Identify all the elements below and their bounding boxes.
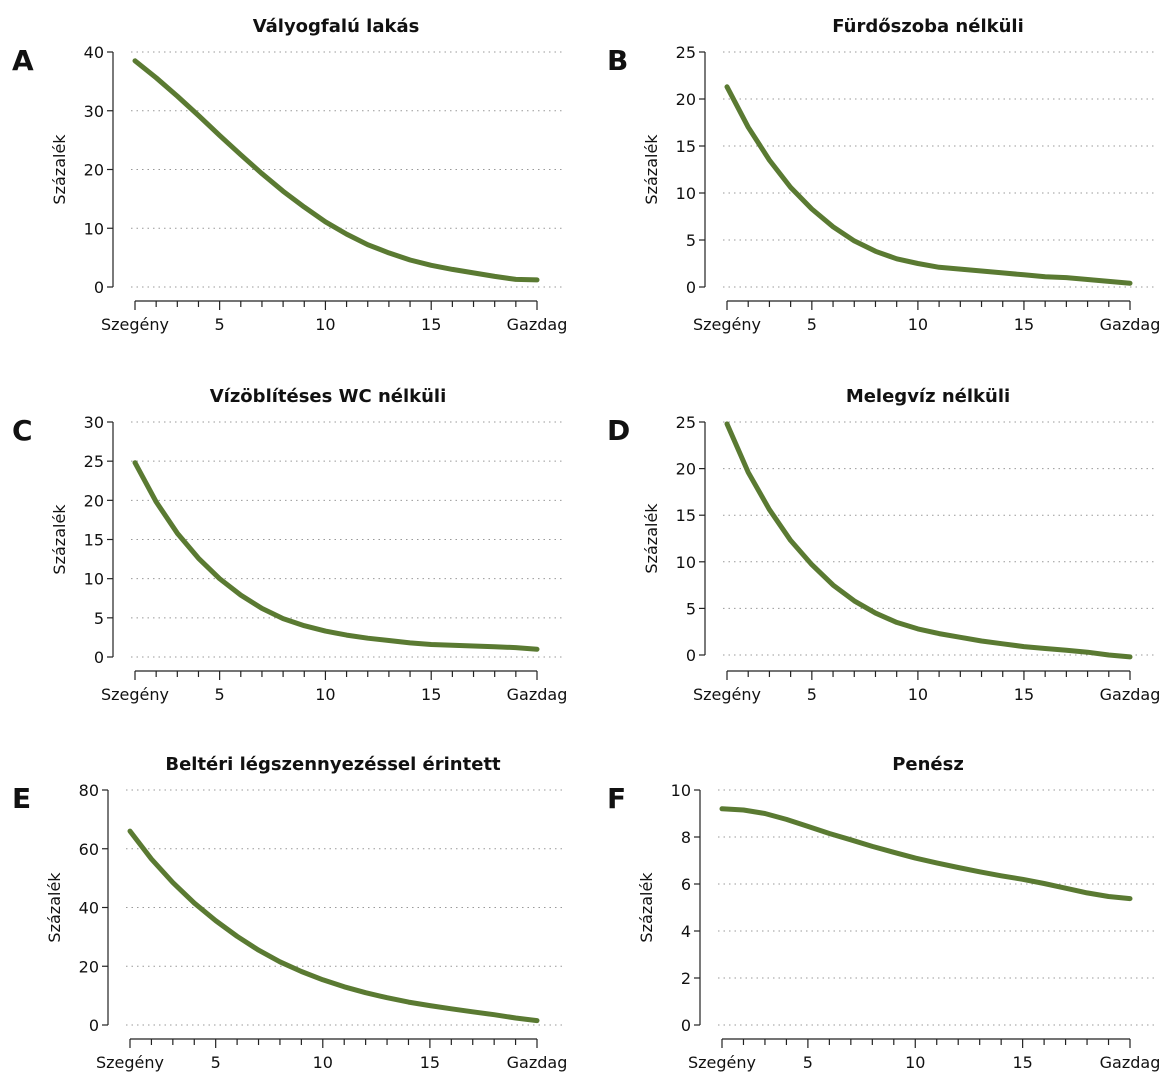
chart-panel-e: E Beltéri légszennyezéssel érintett Százal… <box>12 754 567 1072</box>
x-tick-label: Szegény <box>693 315 761 334</box>
y-tick-label: 20 <box>84 161 104 180</box>
x-tick-label: Gazdag <box>1100 685 1161 704</box>
series-line <box>724 421 1133 660</box>
chart-title: Vízöblítéses WC nélküli <box>210 386 447 407</box>
x-tick-label: 10 <box>315 685 335 704</box>
y-tick-label: 60 <box>79 840 99 859</box>
y-tick-label: 10 <box>84 219 104 238</box>
panel-letter: A <box>12 44 34 77</box>
chart-title: Melegvíz nélküli <box>846 386 1010 407</box>
y-tick-label: 0 <box>681 1016 691 1035</box>
y-tick-label: 0 <box>686 646 696 665</box>
y-tick-label: 5 <box>686 231 696 250</box>
x-tick-label: Gazdag <box>1100 1053 1161 1072</box>
x-tick-label: 10 <box>313 1053 333 1072</box>
chart-panel-c: C Vízöblítéses WC nélküli Százalék 0 5 10 15 20… <box>12 386 567 704</box>
panel-letter: F <box>607 782 626 815</box>
chart-panel-d: D Melegvíz nélküli Százalék 0 5 10 15 20 25 Szegé… <box>607 386 1160 704</box>
x-tick-label: 10 <box>908 685 928 704</box>
series-line <box>724 84 1133 286</box>
x-tick-label: Gazdag <box>1100 315 1161 334</box>
x-tick-label: 15 <box>1014 315 1034 334</box>
x-tick-label: 5 <box>803 1053 813 1072</box>
y-tick-label: 25 <box>84 452 104 471</box>
x-tick-label: 10 <box>905 1053 925 1072</box>
series-line <box>719 806 1133 902</box>
chart-title: Penész <box>892 754 964 775</box>
y-tick-label: 0 <box>89 1016 99 1035</box>
series-line <box>132 58 540 283</box>
chart-panel-a: A Vályogfalú lakás Százalék 0 10 20 30 40 Szegén… <box>12 16 567 334</box>
x-tick-label: 5 <box>215 315 225 334</box>
x-tick-label: 15 <box>1012 1053 1032 1072</box>
chart-panel-b: B Fürdőszoba nélküli Százalék 0 5 10 15 20 25 Sze… <box>607 16 1160 334</box>
y-tick-label: 10 <box>84 570 104 589</box>
x-tick-label: Gazdag <box>507 1053 568 1072</box>
chart-title: Vályogfalú lakás <box>253 16 420 37</box>
panel-letter: D <box>607 414 630 447</box>
y-tick-label: 8 <box>681 828 691 847</box>
x-tick-label: Szegény <box>693 685 761 704</box>
y-tick-label: 25 <box>676 43 696 62</box>
x-tick-label: 10 <box>315 315 335 334</box>
chart-title: Fürdőszoba nélküli <box>832 16 1024 37</box>
y-tick-label: 20 <box>79 957 99 976</box>
x-tick-label: 15 <box>421 685 441 704</box>
panel-letter: E <box>12 782 31 815</box>
y-tick-label: 2 <box>681 969 691 988</box>
y-tick-label: 40 <box>84 43 104 62</box>
x-tick-label: Szegény <box>688 1053 756 1072</box>
y-tick-label: 0 <box>686 278 696 297</box>
x-tick-label: 5 <box>807 685 817 704</box>
y-tick-label: 15 <box>676 137 696 156</box>
y-tick-label: 20 <box>676 460 696 479</box>
y-tick-label: 5 <box>686 599 696 618</box>
x-tick-label: Szegény <box>101 685 169 704</box>
x-tick-label: 15 <box>421 315 441 334</box>
chart-title: Beltéri légszennyezéssel érintett <box>165 754 501 775</box>
y-tick-label: 10 <box>676 553 696 572</box>
y-axis-label: Százalék <box>45 872 64 943</box>
panel-letter: B <box>607 44 628 77</box>
y-tick-label: 15 <box>84 531 104 550</box>
y-tick-label: 30 <box>84 413 104 432</box>
x-tick-label: Gazdag <box>507 685 568 704</box>
y-axis-label: Százalék <box>642 134 661 205</box>
x-tick-label: Szegény <box>96 1053 164 1072</box>
y-tick-label: 0 <box>94 648 104 667</box>
y-tick-label: 40 <box>79 899 99 918</box>
y-tick-label: 80 <box>79 781 99 800</box>
y-axis-label: Százalék <box>50 504 69 575</box>
y-tick-label: 30 <box>84 102 104 121</box>
y-axis-label: Százalék <box>637 872 656 943</box>
y-axis-label: Százalék <box>50 134 69 205</box>
x-tick-label: 5 <box>211 1053 221 1072</box>
y-axis-label: Százalék <box>642 503 661 574</box>
series-line <box>132 460 540 652</box>
y-tick-label: 25 <box>676 413 696 432</box>
y-tick-label: 20 <box>84 491 104 510</box>
y-tick-label: 15 <box>676 506 696 525</box>
x-tick-label: 15 <box>1014 685 1034 704</box>
y-tick-label: 20 <box>676 90 696 109</box>
panel-letter: C <box>12 414 33 447</box>
x-tick-label: 5 <box>215 685 225 704</box>
x-tick-label: 15 <box>420 1053 440 1072</box>
x-tick-label: 10 <box>908 315 928 334</box>
series-line <box>127 828 540 1024</box>
chart-panel-f: F Penész Százalék 0 2 4 6 8 10 Szegény 5 10 15 Gazdag <box>607 754 1160 1072</box>
x-tick-label: Gazdag <box>507 315 568 334</box>
x-tick-label: 5 <box>807 315 817 334</box>
y-tick-label: 10 <box>671 781 691 800</box>
y-tick-label: 5 <box>94 609 104 628</box>
y-tick-label: 0 <box>94 278 104 297</box>
x-tick-label: Szegény <box>101 315 169 334</box>
y-tick-label: 6 <box>681 875 691 894</box>
y-tick-label: 10 <box>676 184 696 203</box>
y-tick-label: 4 <box>681 922 691 941</box>
